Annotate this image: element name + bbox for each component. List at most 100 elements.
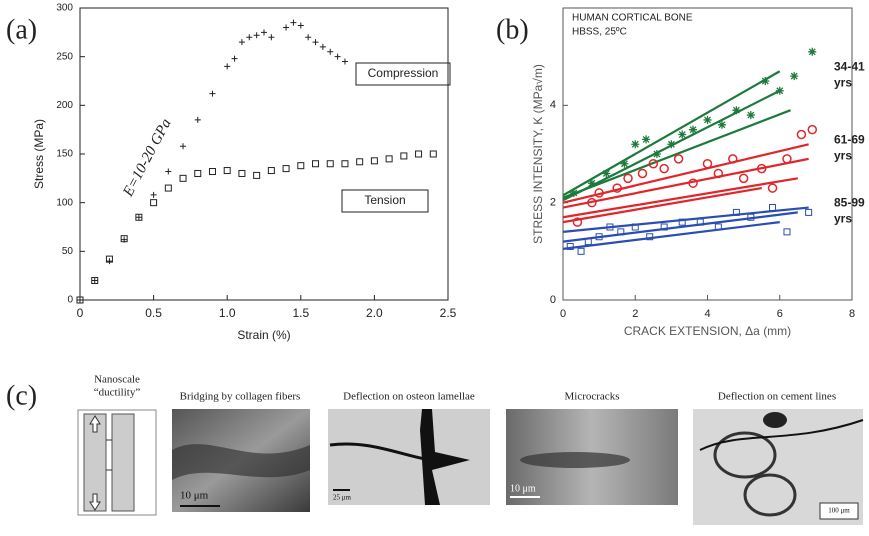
point (584, 238, 592, 246)
x-tick-label: 8 (849, 308, 855, 320)
annotation-box (355, 62, 451, 86)
point (165, 168, 172, 175)
point (767, 183, 778, 193)
point (238, 169, 246, 177)
x-axis-label: Strain (%) (237, 328, 290, 342)
image-caption: Bridging by collagen fibers (180, 391, 301, 403)
point (253, 171, 261, 179)
point (282, 165, 290, 173)
point (659, 163, 669, 174)
fit-line (562, 143, 809, 204)
point (312, 160, 320, 168)
series-label: 34-41 (834, 59, 865, 73)
point (164, 184, 172, 192)
image-caption: Deflection on osteon lamellae (343, 391, 475, 403)
point (732, 106, 741, 115)
image-caption: Microcracks (565, 391, 620, 403)
point (602, 169, 611, 178)
series-label: yrs (834, 148, 852, 162)
point (689, 125, 698, 134)
point (194, 116, 201, 123)
point (429, 150, 437, 158)
point (577, 247, 585, 255)
note: HUMAN CORTICAL BONE (572, 13, 693, 24)
y-tick-label: 50 (62, 246, 74, 257)
point (775, 86, 784, 95)
image-micrograph (693, 409, 864, 525)
point (652, 150, 661, 158)
image-micrograph (506, 409, 678, 505)
x-tick-label: 2.5 (440, 306, 457, 320)
point (637, 168, 648, 179)
point (253, 32, 260, 39)
x-axis-label: CRACK EXTENSION, Δa (mm) (624, 324, 791, 338)
scale-bar-label: 10 μm (510, 483, 536, 494)
x-tick-label: 1.5 (292, 306, 309, 320)
annotation: Compression (368, 66, 439, 80)
point (678, 218, 686, 226)
point (297, 162, 305, 170)
x-tick-label: 0.5 (145, 306, 162, 320)
point (572, 217, 583, 227)
point (728, 154, 738, 164)
point (385, 155, 393, 163)
point (91, 277, 98, 284)
point (105, 255, 113, 263)
point (290, 19, 297, 26)
fit-line (562, 186, 762, 224)
point (223, 167, 231, 175)
point (732, 208, 740, 216)
point (569, 188, 578, 197)
point (91, 277, 99, 285)
annotation: E=10-20 GPa (120, 116, 175, 200)
point (179, 174, 187, 182)
point (678, 130, 687, 139)
point (646, 233, 654, 241)
point (696, 218, 704, 226)
scale-bar-label: 10 μm (180, 490, 209, 502)
point (807, 124, 818, 135)
point (150, 191, 157, 198)
point (594, 188, 604, 198)
x-tick-label: 0 (77, 306, 84, 320)
point (648, 158, 659, 169)
point (120, 235, 128, 243)
point (612, 183, 622, 193)
point (305, 34, 312, 41)
point (595, 233, 603, 241)
point (334, 53, 341, 60)
y-tick-label: 100 (56, 197, 73, 208)
point (702, 158, 713, 169)
image-caption: “ductility” (94, 387, 141, 399)
x-tick-label: 1.0 (219, 306, 236, 320)
point (617, 228, 625, 236)
point (623, 173, 633, 184)
point (370, 157, 378, 165)
point (642, 135, 651, 144)
point (341, 58, 348, 65)
y-tick-label: 2 (550, 197, 556, 209)
fit-line (562, 70, 781, 197)
point (135, 213, 143, 221)
point (194, 169, 202, 177)
series-label: 85-99 (834, 196, 865, 210)
point (790, 72, 799, 81)
image-caption: Deflection on cement lines (718, 391, 836, 403)
panel-label: (a) (6, 14, 37, 45)
fit-line (562, 206, 809, 233)
point (805, 208, 813, 216)
point (150, 199, 158, 207)
series-label: yrs (834, 212, 852, 226)
x-tick-label: 2.0 (366, 306, 383, 320)
point (566, 242, 574, 250)
point (208, 168, 216, 176)
point (76, 296, 84, 304)
point (703, 115, 712, 124)
point (319, 43, 326, 50)
point (761, 77, 770, 85)
point (631, 140, 640, 149)
x-tick-label: 4 (704, 308, 710, 320)
y-tick-label: 300 (56, 3, 73, 14)
point (231, 55, 238, 62)
